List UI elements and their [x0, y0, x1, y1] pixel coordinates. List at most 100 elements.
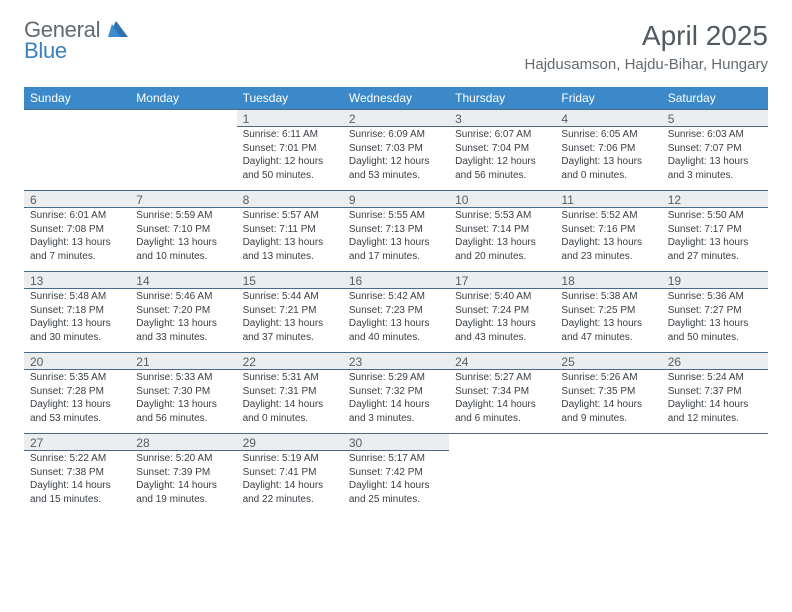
- sunrise-text: Sunrise: 5:59 AM: [136, 209, 230, 223]
- day-number: 16: [343, 272, 449, 289]
- day-number: 19: [662, 272, 768, 289]
- day-number: 18: [555, 272, 661, 289]
- logo-word-blue: Blue: [24, 38, 67, 63]
- sunset-text: Sunset: 7:14 PM: [455, 223, 549, 237]
- calendar-body: 12345 Sunrise: 6:11 AMSunset: 7:01 PMDay…: [24, 110, 768, 515]
- day-info: Sunrise: 5:22 AMSunset: 7:38 PMDaylight:…: [24, 451, 130, 515]
- sunset-text: Sunset: 7:37 PM: [668, 385, 762, 399]
- calendar-document: General Blue April 2025 Hajdusamson, Haj…: [0, 0, 792, 524]
- sunrise-text: Sunrise: 5:33 AM: [136, 371, 230, 385]
- daylight-text: Daylight: 14 hours and 12 minutes.: [668, 398, 762, 425]
- sunset-text: Sunset: 7:28 PM: [30, 385, 124, 399]
- sunset-text: Sunset: 7:24 PM: [455, 304, 549, 318]
- daylight-text: Daylight: 12 hours and 53 minutes.: [349, 155, 443, 182]
- day-number: 25: [555, 353, 661, 370]
- sunrise-text: Sunrise: 5:52 AM: [561, 209, 655, 223]
- day-info: Sunrise: 5:59 AMSunset: 7:10 PMDaylight:…: [130, 208, 236, 272]
- header: General Blue April 2025 Hajdusamson, Haj…: [24, 20, 768, 73]
- day-number: 23: [343, 353, 449, 370]
- month-title: April 2025: [525, 20, 768, 52]
- daylight-text: Daylight: 13 hours and 40 minutes.: [349, 317, 443, 344]
- day-header: Thursday: [449, 87, 555, 110]
- info-row: Sunrise: 5:35 AMSunset: 7:28 PMDaylight:…: [24, 370, 768, 434]
- day-info: Sunrise: 5:31 AMSunset: 7:31 PMDaylight:…: [237, 370, 343, 434]
- daylight-text: Daylight: 13 hours and 10 minutes.: [136, 236, 230, 263]
- sunset-text: Sunset: 7:13 PM: [349, 223, 443, 237]
- day-number: 13: [24, 272, 130, 289]
- daylight-text: Daylight: 13 hours and 47 minutes.: [561, 317, 655, 344]
- daylight-text: Daylight: 13 hours and 20 minutes.: [455, 236, 549, 263]
- day-info: Sunrise: 5:46 AMSunset: 7:20 PMDaylight:…: [130, 289, 236, 353]
- day-info: Sunrise: 6:05 AMSunset: 7:06 PMDaylight:…: [555, 127, 661, 191]
- day-info: Sunrise: 5:17 AMSunset: 7:42 PMDaylight:…: [343, 451, 449, 515]
- day-info: Sunrise: 5:24 AMSunset: 7:37 PMDaylight:…: [662, 370, 768, 434]
- sail-icon: [108, 24, 128, 41]
- day-number: [130, 110, 236, 127]
- daylight-text: Daylight: 14 hours and 0 minutes.: [243, 398, 337, 425]
- sunset-text: Sunset: 7:34 PM: [455, 385, 549, 399]
- daylight-text: Daylight: 12 hours and 56 minutes.: [455, 155, 549, 182]
- sunset-text: Sunset: 7:20 PM: [136, 304, 230, 318]
- sunset-text: Sunset: 7:17 PM: [668, 223, 762, 237]
- daylight-text: Daylight: 14 hours and 22 minutes.: [243, 479, 337, 506]
- day-info: [662, 451, 768, 515]
- day-number: 6: [24, 191, 130, 208]
- sunrise-text: Sunrise: 5:35 AM: [30, 371, 124, 385]
- day-info: Sunrise: 6:07 AMSunset: 7:04 PMDaylight:…: [449, 127, 555, 191]
- day-info: [555, 451, 661, 515]
- sunset-text: Sunset: 7:18 PM: [30, 304, 124, 318]
- sunrise-text: Sunrise: 5:46 AM: [136, 290, 230, 304]
- day-number: 8: [237, 191, 343, 208]
- daylight-text: Daylight: 14 hours and 19 minutes.: [136, 479, 230, 506]
- day-header-row: SundayMondayTuesdayWednesdayThursdayFrid…: [24, 87, 768, 110]
- location: Hajdusamson, Hajdu-Bihar, Hungary: [525, 56, 768, 73]
- day-number: 29: [237, 434, 343, 451]
- day-number: 7: [130, 191, 236, 208]
- logo-text: General Blue: [24, 20, 128, 62]
- daylight-text: Daylight: 13 hours and 53 minutes.: [30, 398, 124, 425]
- sunset-text: Sunset: 7:07 PM: [668, 142, 762, 156]
- day-info: Sunrise: 5:36 AMSunset: 7:27 PMDaylight:…: [662, 289, 768, 353]
- calendar-table: SundayMondayTuesdayWednesdayThursdayFrid…: [24, 87, 768, 514]
- day-number: 12: [662, 191, 768, 208]
- info-row: Sunrise: 5:48 AMSunset: 7:18 PMDaylight:…: [24, 289, 768, 353]
- sunrise-text: Sunrise: 5:53 AM: [455, 209, 549, 223]
- day-number: [555, 434, 661, 451]
- day-number: 27: [24, 434, 130, 451]
- day-number: 4: [555, 110, 661, 127]
- sunrise-text: Sunrise: 5:31 AM: [243, 371, 337, 385]
- day-number: 15: [237, 272, 343, 289]
- sunrise-text: Sunrise: 5:17 AM: [349, 452, 443, 466]
- sunset-text: Sunset: 7:11 PM: [243, 223, 337, 237]
- daylight-text: Daylight: 13 hours and 50 minutes.: [668, 317, 762, 344]
- sunrise-text: Sunrise: 5:19 AM: [243, 452, 337, 466]
- day-info: Sunrise: 5:33 AMSunset: 7:30 PMDaylight:…: [130, 370, 236, 434]
- sunrise-text: Sunrise: 5:26 AM: [561, 371, 655, 385]
- day-info: Sunrise: 5:27 AMSunset: 7:34 PMDaylight:…: [449, 370, 555, 434]
- sunrise-text: Sunrise: 5:42 AM: [349, 290, 443, 304]
- day-number: 24: [449, 353, 555, 370]
- day-info: Sunrise: 6:03 AMSunset: 7:07 PMDaylight:…: [662, 127, 768, 191]
- day-number: 11: [555, 191, 661, 208]
- day-header: Monday: [130, 87, 236, 110]
- day-info: Sunrise: 5:57 AMSunset: 7:11 PMDaylight:…: [237, 208, 343, 272]
- sunrise-text: Sunrise: 5:20 AM: [136, 452, 230, 466]
- sunset-text: Sunset: 7:16 PM: [561, 223, 655, 237]
- day-info: Sunrise: 5:50 AMSunset: 7:17 PMDaylight:…: [662, 208, 768, 272]
- daylight-text: Daylight: 13 hours and 56 minutes.: [136, 398, 230, 425]
- daylight-text: Daylight: 14 hours and 25 minutes.: [349, 479, 443, 506]
- day-header: Wednesday: [343, 87, 449, 110]
- day-info: Sunrise: 6:01 AMSunset: 7:08 PMDaylight:…: [24, 208, 130, 272]
- sunrise-text: Sunrise: 5:50 AM: [668, 209, 762, 223]
- sunrise-text: Sunrise: 6:11 AM: [243, 128, 337, 142]
- sunrise-text: Sunrise: 6:05 AM: [561, 128, 655, 142]
- sunset-text: Sunset: 7:32 PM: [349, 385, 443, 399]
- day-number: 28: [130, 434, 236, 451]
- day-number: 10: [449, 191, 555, 208]
- daylight-text: Daylight: 13 hours and 43 minutes.: [455, 317, 549, 344]
- daylight-text: Daylight: 13 hours and 33 minutes.: [136, 317, 230, 344]
- daylight-text: Daylight: 13 hours and 27 minutes.: [668, 236, 762, 263]
- day-number: 14: [130, 272, 236, 289]
- day-number: 1: [237, 110, 343, 127]
- day-header: Sunday: [24, 87, 130, 110]
